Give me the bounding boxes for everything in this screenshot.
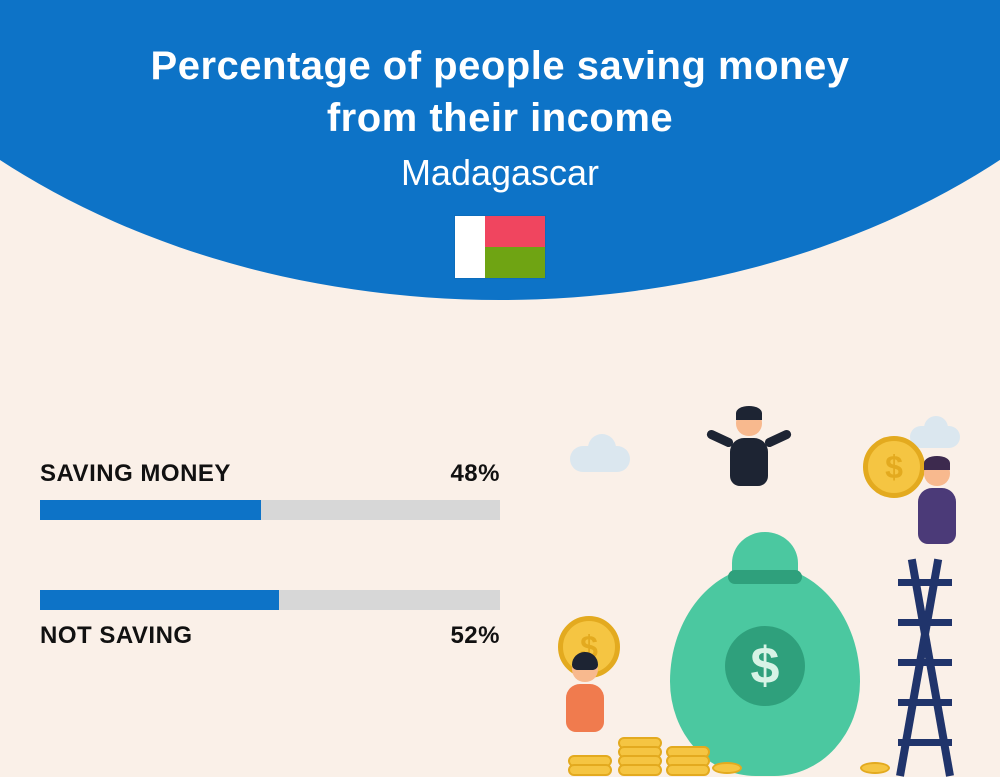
- bar-label-row: NOT SAVING 52%: [40, 622, 500, 650]
- page-subtitle: Madagascar: [0, 152, 1000, 194]
- coin-stack-icon: [618, 740, 662, 776]
- bar-track: [40, 590, 500, 610]
- coin-flat-icon: [860, 762, 890, 774]
- bar-label: NOT SAVING: [40, 622, 193, 650]
- coin-flat-icon: [712, 762, 742, 774]
- flag-stripe-white: [455, 216, 485, 278]
- bar-value: 48%: [450, 460, 500, 488]
- person-top-icon: [724, 410, 774, 486]
- header: Percentage of people saving money from t…: [0, 40, 1000, 278]
- bar-label-row: SAVING MONEY 48%: [40, 460, 500, 488]
- flag-right: [485, 216, 545, 278]
- money-bag-icon: $: [670, 566, 860, 776]
- bar-track: [40, 500, 500, 520]
- flag-stripe-green: [485, 247, 545, 278]
- title-line-1: Percentage of people saving money: [151, 44, 850, 88]
- bar-not-saving: NOT SAVING 52%: [40, 590, 500, 650]
- bar-label: SAVING MONEY: [40, 460, 231, 488]
- madagascar-flag-icon: [455, 216, 545, 278]
- coin-stack-icon: [666, 749, 710, 776]
- flag-stripe-red: [485, 216, 545, 247]
- coin-stack-icon: [568, 758, 612, 776]
- bar-fill: [40, 500, 261, 520]
- ladder-icon: [890, 556, 960, 776]
- dollar-badge-icon: $: [725, 626, 805, 706]
- person-right-icon: [912, 460, 962, 544]
- bar-value: 52%: [450, 622, 500, 650]
- page-title: Percentage of people saving money from t…: [0, 40, 1000, 144]
- bar-saving-money: SAVING MONEY 48%: [40, 460, 500, 520]
- bar-chart: SAVING MONEY 48% NOT SAVING 52%: [40, 460, 500, 720]
- person-left-icon: [560, 656, 610, 732]
- bar-fill: [40, 590, 279, 610]
- title-line-2: from their income: [327, 96, 673, 140]
- cloud-icon: [570, 446, 630, 472]
- cloud-icon: [910, 426, 960, 448]
- savings-illustration: $ $ $: [560, 416, 980, 776]
